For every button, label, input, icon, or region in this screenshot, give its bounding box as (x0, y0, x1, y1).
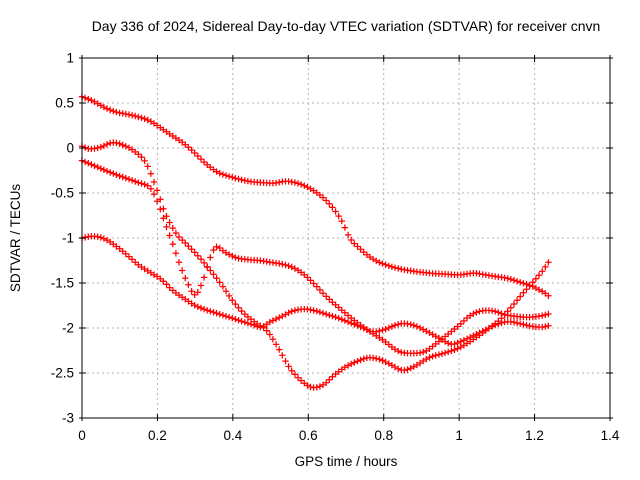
series-track-4 (78, 233, 552, 348)
x-tick-label: 0.6 (299, 428, 318, 443)
x-axis-label: GPS time / hours (295, 454, 398, 469)
x-tick-label: 1 (455, 428, 463, 443)
y-tick-label: -1 (62, 231, 74, 246)
tick-layer (79, 55, 613, 421)
x-tick-label: 1.2 (525, 428, 544, 443)
tick-label-layer: 0 0.2 0.4 0.6 0.8 1 1.2 1.4 1 0.5 0 -0.5 -1 -1.5 -2 -2.… (51, 51, 620, 444)
y-tick-label: -2.5 (51, 366, 74, 381)
y-tick-label: -3 (62, 411, 74, 426)
y-tick-label: -2 (62, 321, 74, 336)
plot-border (81, 57, 611, 419)
y-axis-label: SDTVAR / TECUs (8, 184, 23, 293)
chart-title: Day 336 of 2024, Sidereal Day-to-day VTE… (92, 18, 601, 34)
y-tick-label: 0.5 (55, 96, 74, 111)
y-tick-label: 0 (66, 141, 74, 156)
x-tick-label: 0 (78, 428, 86, 443)
series-track-2 (78, 139, 552, 391)
grid-layer (82, 58, 610, 418)
x-tick-label: 0.4 (223, 428, 242, 443)
y-tick-label: -1.5 (51, 276, 74, 291)
x-tick-label: 0.8 (374, 428, 393, 443)
series-track-3 (78, 157, 552, 357)
series-track-1 (78, 93, 552, 299)
data-series-layer (78, 93, 552, 391)
x-tick-label: 0.2 (148, 428, 167, 443)
x-tick-label: 1.4 (601, 428, 620, 443)
y-tick-label: -0.5 (51, 186, 74, 201)
y-tick-label: 1 (66, 51, 74, 66)
